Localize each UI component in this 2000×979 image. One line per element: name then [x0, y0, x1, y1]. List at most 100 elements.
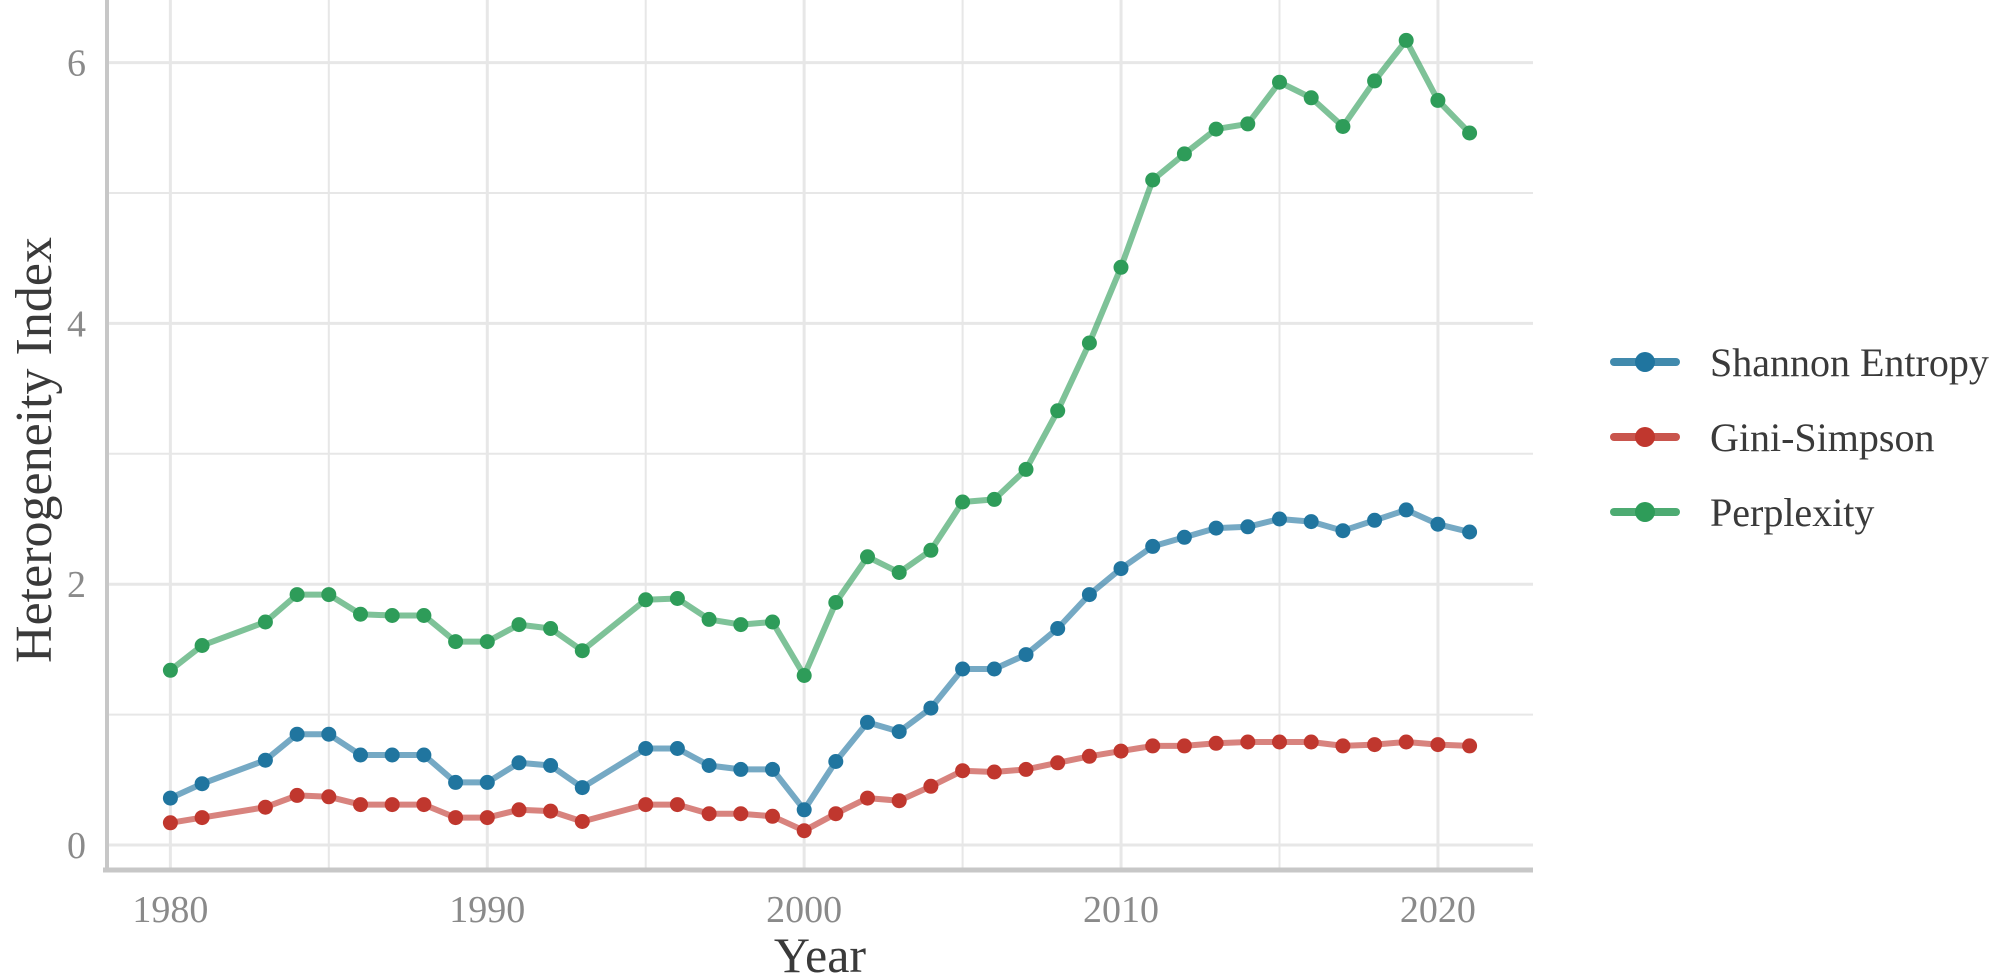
data-point-perplexity [828, 595, 844, 610]
legend-label: Gini-Simpson [1710, 414, 1935, 460]
data-point-gini-simpson [321, 789, 337, 805]
data-point-perplexity [1050, 403, 1066, 419]
data-point-shannon-entropy [1018, 647, 1034, 663]
y-axis-title: Heterogeneity Index [6, 237, 63, 663]
data-point-gini-simpson [162, 815, 178, 831]
data-point-perplexity [353, 606, 368, 622]
data-point-perplexity [701, 611, 717, 627]
legend-label: Perplexity [1710, 489, 1875, 535]
series-line-shannon-entropy [167, 506, 1473, 813]
x-axis-title: Year [773, 927, 867, 979]
data-point-shannon-entropy [828, 754, 844, 769]
data-point-perplexity [860, 549, 875, 565]
x-tick-label: 2000 [766, 889, 842, 931]
data-point-perplexity [1430, 92, 1446, 108]
x-tick-label: 2020 [1400, 889, 1476, 931]
y-tick-label: 2 [67, 564, 86, 606]
data-point-gini-simpson [701, 806, 717, 822]
data-point-gini-simpson [1176, 738, 1192, 754]
data-point-perplexity [733, 617, 749, 633]
data-point-shannon-entropy [1240, 519, 1256, 535]
data-point-perplexity [955, 494, 971, 510]
data-point-gini-simpson [638, 797, 654, 813]
series-line-perplexity [167, 37, 1473, 679]
data-point-shannon-entropy [1208, 520, 1224, 536]
data-point-shannon-entropy [384, 747, 400, 763]
data-point-gini-simpson [1208, 735, 1224, 751]
data-point-perplexity [1145, 172, 1161, 188]
data-point-perplexity [796, 668, 812, 683]
data-point-gini-simpson [986, 764, 1002, 780]
data-point-gini-simpson [448, 810, 464, 826]
data-point-perplexity [321, 587, 337, 603]
data-point-shannon-entropy [1272, 511, 1287, 527]
data-point-perplexity [574, 643, 590, 659]
data-point-shannon-entropy [162, 790, 178, 806]
data-point-perplexity [1462, 125, 1478, 141]
x-tick-label: 2010 [1083, 889, 1159, 931]
data-point-gini-simpson [353, 797, 368, 813]
data-point-perplexity [1113, 259, 1129, 275]
data-point-shannon-entropy [448, 774, 464, 790]
data-point-perplexity [669, 591, 685, 606]
data-point-shannon-entropy [923, 700, 939, 716]
x-tick-label: 1990 [449, 889, 525, 931]
data-point-perplexity [638, 592, 654, 608]
data-point-gini-simpson [1081, 748, 1097, 764]
data-point-gini-simpson [1430, 737, 1446, 753]
data-point-perplexity [765, 614, 780, 630]
data-point-gini-simpson [733, 806, 749, 822]
legend-swatch-gini-simpson [1610, 426, 1680, 448]
data-point-shannon-entropy [543, 758, 559, 773]
data-point-perplexity [1018, 461, 1034, 477]
data-point-perplexity [923, 542, 939, 558]
data-point-shannon-entropy [194, 776, 210, 792]
data-point-gini-simpson [1367, 737, 1383, 753]
data-point-gini-simpson [765, 808, 780, 824]
data-point-shannon-entropy [891, 724, 907, 740]
data-point-perplexity [986, 491, 1002, 507]
data-point-perplexity [1398, 32, 1414, 48]
data-point-gini-simpson [828, 806, 844, 822]
data-point-shannon-entropy [701, 758, 717, 773]
legend-swatch-perplexity [1610, 501, 1680, 523]
data-point-shannon-entropy [257, 752, 273, 768]
point-marker-icon [1635, 352, 1655, 372]
legend-label: Shannon Entropy [1710, 339, 1989, 385]
y-tick-label: 6 [67, 43, 86, 85]
data-point-perplexity [289, 587, 305, 603]
legend-item-shannon-entropy: Shannon Entropy [1610, 338, 1989, 386]
data-point-gini-simpson [1303, 734, 1319, 750]
data-point-perplexity [1176, 146, 1192, 162]
data-point-shannon-entropy [733, 761, 749, 777]
data-point-shannon-entropy [1303, 514, 1319, 530]
data-point-perplexity [1335, 119, 1351, 134]
data-point-shannon-entropy [796, 802, 812, 818]
data-point-perplexity [1272, 74, 1287, 90]
data-point-shannon-entropy [860, 714, 875, 730]
x-tick-label: 1980 [132, 889, 208, 931]
data-point-shannon-entropy [638, 741, 654, 756]
data-point-shannon-entropy [353, 747, 368, 763]
data-point-gini-simpson [289, 787, 305, 803]
data-point-shannon-entropy [955, 661, 971, 677]
data-point-shannon-entropy [669, 741, 685, 756]
data-point-shannon-entropy [1367, 512, 1383, 528]
data-point-shannon-entropy [1113, 561, 1129, 577]
data-point-perplexity [891, 565, 907, 580]
data-point-gini-simpson [1240, 734, 1256, 750]
data-point-gini-simpson [1113, 743, 1129, 759]
data-point-gini-simpson [1335, 738, 1351, 754]
data-point-shannon-entropy [1430, 516, 1446, 532]
data-point-perplexity [257, 614, 273, 630]
data-point-shannon-entropy [1145, 538, 1161, 554]
point-marker-icon [1635, 427, 1655, 447]
data-point-perplexity [543, 621, 559, 636]
data-point-perplexity [194, 638, 210, 653]
data-point-shannon-entropy [986, 661, 1002, 677]
data-point-gini-simpson [1462, 738, 1478, 754]
data-point-shannon-entropy [416, 747, 432, 763]
data-point-perplexity [1240, 116, 1256, 132]
data-point-shannon-entropy [479, 774, 495, 790]
